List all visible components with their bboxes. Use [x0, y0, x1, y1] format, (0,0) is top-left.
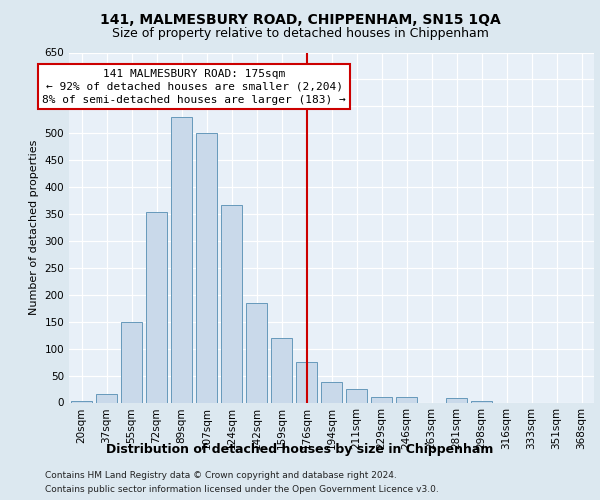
Bar [446, 398, 467, 402]
Bar [71, 401, 92, 402]
Bar [146, 212, 167, 402]
Text: 141, MALMESBURY ROAD, CHIPPENHAM, SN15 1QA: 141, MALMESBURY ROAD, CHIPPENHAM, SN15 1… [100, 12, 500, 26]
Bar [296, 362, 317, 403]
Text: Contains public sector information licensed under the Open Government Licence v3: Contains public sector information licen… [45, 485, 439, 494]
Bar [96, 394, 117, 402]
Bar [321, 382, 342, 402]
Bar [196, 134, 217, 402]
Bar [221, 205, 242, 402]
Text: 141 MALMESBURY ROAD: 175sqm
← 92% of detached houses are smaller (2,204)
8% of s: 141 MALMESBURY ROAD: 175sqm ← 92% of det… [42, 68, 346, 105]
Bar [371, 396, 392, 402]
Text: Distribution of detached houses by size in Chippenham: Distribution of detached houses by size … [106, 442, 494, 456]
Text: Size of property relative to detached houses in Chippenham: Size of property relative to detached ho… [112, 28, 488, 40]
Y-axis label: Number of detached properties: Number of detached properties [29, 140, 39, 315]
Bar [121, 322, 142, 402]
Bar [171, 117, 192, 403]
Bar [271, 338, 292, 402]
Bar [246, 303, 267, 402]
Bar [396, 396, 417, 402]
Text: Contains HM Land Registry data © Crown copyright and database right 2024.: Contains HM Land Registry data © Crown c… [45, 471, 397, 480]
Bar [346, 388, 367, 402]
